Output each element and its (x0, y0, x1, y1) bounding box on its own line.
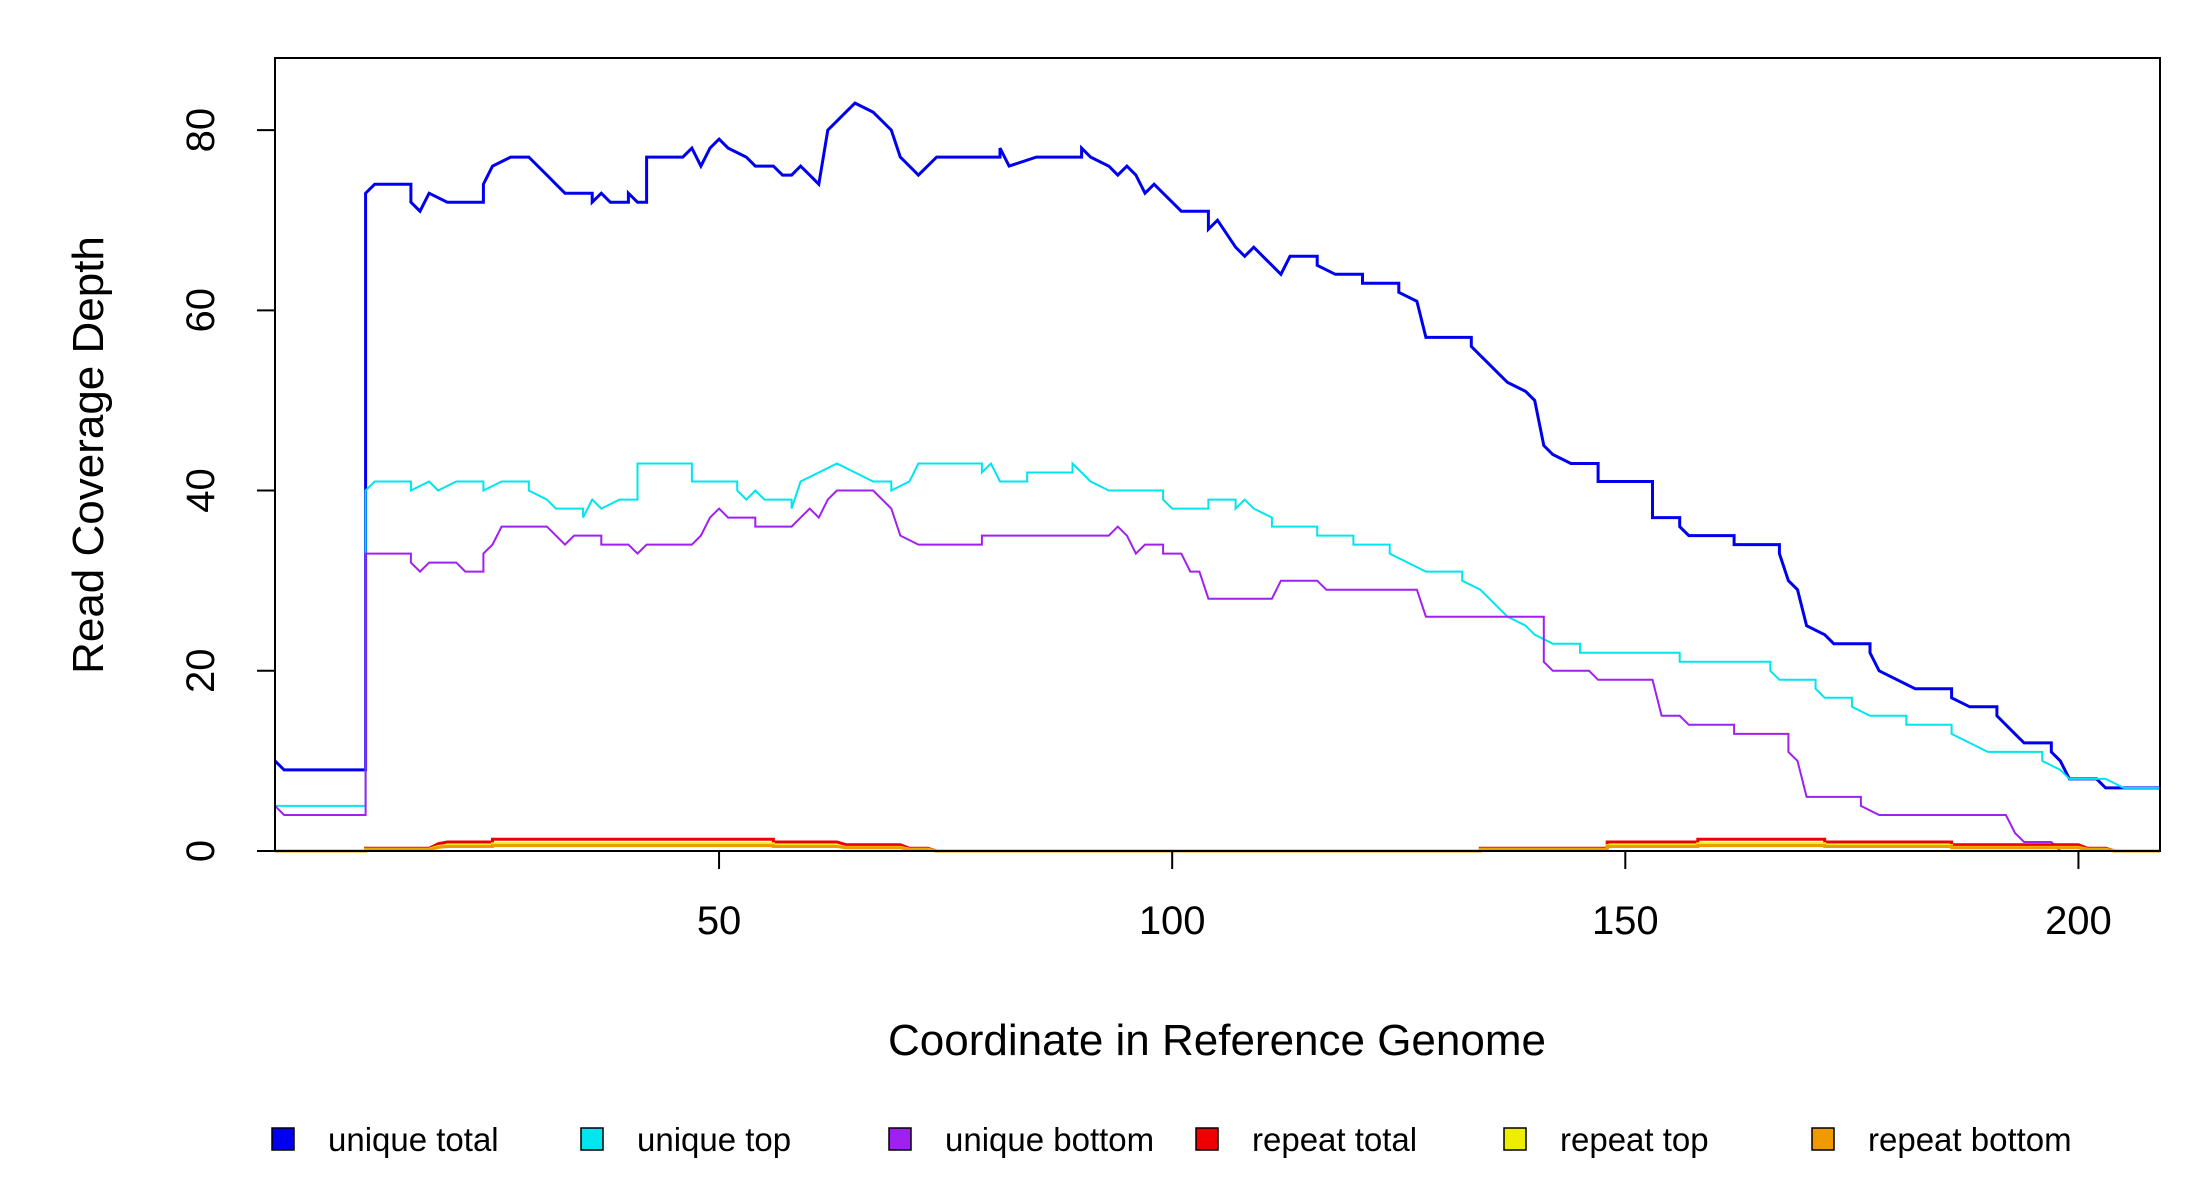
legend: unique total unique top unique bottom repea… (271, 1121, 2072, 1158)
legend-label: repeat total (1252, 1121, 1417, 1158)
series-line-unique-total (273, 101, 2160, 790)
legend-label: unique bottom (945, 1121, 1154, 1158)
legend-item-unique-total: unique total (271, 1121, 499, 1158)
plot-area (273, 57, 2161, 853)
legend-item-repeat-bottom: repeat bottom (1811, 1121, 2072, 1158)
y-tick-label: 60 (179, 288, 223, 333)
legend-item-repeat-top: repeat top (1503, 1121, 1709, 1158)
legend-swatch (580, 1127, 604, 1151)
legend-item-unique-bottom: unique bottom (888, 1121, 1154, 1158)
legend-swatch (271, 1127, 295, 1151)
x-tick-label: 150 (1592, 899, 1659, 943)
legend-item-repeat-total: repeat total (1195, 1121, 1417, 1158)
legend-label: unique top (637, 1121, 791, 1158)
plot-frame (274, 57, 2161, 852)
x-tick-label: 200 (2045, 899, 2112, 943)
x-tick-label: 100 (1139, 899, 1206, 943)
legend-swatch (1195, 1127, 1219, 1151)
legend-label: repeat top (1560, 1121, 1709, 1158)
series-layer (273, 101, 2160, 853)
legend-swatch (1503, 1127, 1527, 1151)
x-tick-label: 50 (697, 899, 742, 943)
y-tick-label: 40 (179, 468, 223, 513)
y-axis: 0 20 40 60 80 (179, 108, 275, 862)
y-tick-label: 20 (179, 649, 223, 694)
legend-swatch (1811, 1127, 1835, 1151)
y-tick-label: 0 (179, 840, 223, 862)
legend-label: unique total (328, 1121, 499, 1158)
y-axis-title: Read Coverage Depth (64, 236, 113, 674)
series-line-unique-bottom (274, 489, 2160, 852)
x-axis: 50 100 150 200 (697, 851, 2112, 943)
y-tick-label: 80 (179, 108, 223, 153)
legend-label: repeat bottom (1868, 1121, 2072, 1158)
series-line-unique-top (275, 461, 2160, 807)
x-axis-title: Coordinate in Reference Genome (888, 1016, 1546, 1065)
legend-swatch (888, 1127, 912, 1151)
legend-item-unique-top: unique top (580, 1121, 791, 1158)
